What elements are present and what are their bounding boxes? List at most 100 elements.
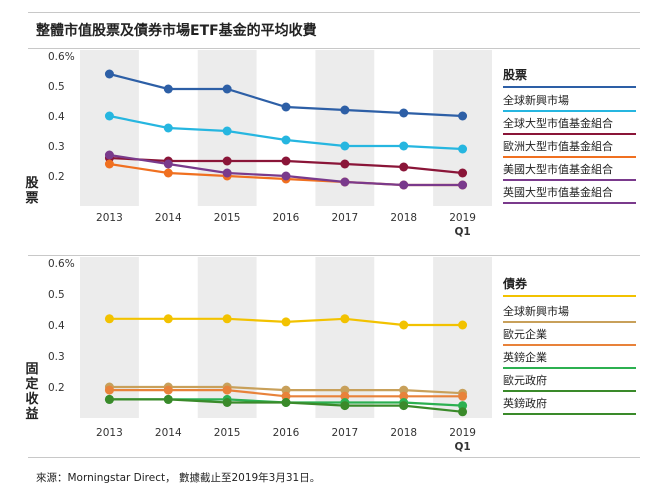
data-point bbox=[340, 391, 350, 401]
data-point bbox=[458, 391, 468, 401]
data-point bbox=[458, 111, 468, 121]
y-tick-label: 0.5 bbox=[48, 81, 65, 93]
data-point bbox=[222, 156, 232, 166]
data-point bbox=[222, 126, 232, 136]
data-point bbox=[104, 314, 114, 324]
data-point bbox=[458, 180, 468, 190]
data-point bbox=[340, 141, 350, 151]
data-point bbox=[222, 398, 232, 407]
x-tick-label: 2017 bbox=[331, 427, 358, 439]
data-point bbox=[281, 391, 291, 401]
data-point bbox=[222, 168, 232, 178]
data-point bbox=[340, 105, 350, 115]
legend-item: 美國大型市值基金組合 bbox=[503, 162, 613, 176]
x-tick-label: 2013 bbox=[96, 427, 123, 439]
y-tick-label: 0.4 bbox=[48, 320, 65, 332]
legend-item: 英鎊政府 bbox=[503, 396, 547, 410]
x-tick-label: 2016 bbox=[273, 427, 300, 439]
y-tick-label: 0.5 bbox=[48, 289, 65, 301]
legend-item: 英國大型市值基金組合 bbox=[503, 185, 613, 199]
data-point bbox=[399, 401, 409, 411]
data-point bbox=[163, 84, 173, 94]
y-tick-label: 0.6% bbox=[48, 258, 75, 270]
data-point bbox=[458, 144, 468, 154]
data-point bbox=[458, 401, 468, 411]
fixed-income-side-label: 固定收益 bbox=[25, 362, 39, 422]
data-point bbox=[281, 135, 291, 145]
data-point bbox=[104, 150, 114, 160]
legend-item: 全球大型市值基金組合 bbox=[503, 116, 613, 130]
chart-2: 0.6% 0.5 0.4 0.3 0.2 2013 2014 2015 2016 2017 2018… bbox=[48, 257, 636, 453]
x-tick-label: 2015 bbox=[214, 212, 241, 224]
data-point bbox=[104, 159, 114, 169]
y-tick-label: 0.3 bbox=[48, 141, 65, 153]
data-point bbox=[399, 141, 409, 151]
data-point bbox=[340, 177, 350, 187]
y-tick-label: 0.2 bbox=[48, 382, 65, 394]
legend-item: 全球新興市場 bbox=[503, 304, 569, 318]
x-tick-label: 2019 bbox=[449, 212, 476, 224]
data-point bbox=[458, 407, 468, 417]
equity-side-label: 股票 bbox=[25, 176, 39, 206]
data-point bbox=[163, 123, 173, 133]
x-tick-label: 2015 bbox=[214, 427, 241, 439]
y-tick-label: 0.2 bbox=[48, 171, 65, 183]
y-tick-label: 0.4 bbox=[48, 111, 65, 123]
data-point bbox=[222, 84, 232, 94]
x-tick-sublabel: Q1 bbox=[454, 441, 470, 453]
data-point bbox=[222, 314, 232, 324]
data-point bbox=[163, 385, 173, 395]
x-tick-label: 2017 bbox=[331, 212, 358, 224]
x-tick-label: 2018 bbox=[390, 212, 417, 224]
data-point bbox=[281, 385, 291, 395]
legend-item: 英鎊企業 bbox=[503, 350, 547, 364]
source-note: 來源：Morningstar Direct， 數據截止至2019年3月31日。 bbox=[36, 472, 321, 484]
data-point bbox=[399, 180, 409, 190]
middle-rule bbox=[28, 255, 640, 256]
legend-item: 全球新興市場 bbox=[503, 93, 569, 107]
data-point bbox=[340, 401, 350, 411]
legend-item: 歐元政府 bbox=[503, 373, 547, 387]
legend-title: 股票 bbox=[503, 67, 527, 82]
data-point bbox=[399, 320, 409, 330]
data-point bbox=[340, 385, 350, 395]
x-tick-label: 2013 bbox=[96, 212, 123, 224]
data-point bbox=[222, 385, 232, 395]
x-tick-label: 2014 bbox=[155, 212, 182, 224]
data-point bbox=[340, 159, 350, 169]
chart-1: 0.6% 0.5 0.4 0.3 0.2 2013 2014 2015 2016 2017 2018… bbox=[48, 50, 636, 238]
y-tick-label: 0.3 bbox=[48, 351, 65, 363]
x-tick-sublabel: Q1 bbox=[454, 226, 470, 238]
data-point bbox=[104, 394, 114, 404]
data-point bbox=[340, 314, 350, 324]
data-point bbox=[104, 385, 114, 395]
data-point bbox=[399, 162, 409, 172]
data-point bbox=[104, 111, 114, 121]
x-tick-label: 2019 bbox=[449, 427, 476, 439]
data-point bbox=[281, 102, 291, 112]
grid-band bbox=[433, 50, 492, 206]
data-point bbox=[458, 168, 468, 178]
legend-item: 歐洲大型市值基金組合 bbox=[503, 139, 613, 153]
x-tick-label: 2016 bbox=[273, 212, 300, 224]
data-point bbox=[163, 394, 173, 404]
data-point bbox=[399, 391, 409, 401]
y-tick-label: 0.6% bbox=[48, 51, 75, 63]
data-point bbox=[281, 398, 291, 407]
bottom-rule bbox=[28, 457, 640, 458]
legend-title: 債券 bbox=[502, 276, 528, 291]
data-point bbox=[458, 320, 468, 330]
data-point bbox=[281, 156, 291, 166]
data-point bbox=[399, 385, 409, 395]
top-rule bbox=[28, 12, 640, 13]
data-point bbox=[163, 159, 173, 169]
data-point bbox=[163, 314, 173, 324]
chart-title: 整體市值股票及債券市場ETF基金的平均收費 bbox=[36, 23, 317, 39]
data-point bbox=[281, 317, 291, 327]
x-tick-label: 2018 bbox=[390, 427, 417, 439]
data-point bbox=[281, 171, 291, 181]
data-point bbox=[399, 108, 409, 118]
data-point bbox=[163, 168, 173, 178]
title-rule bbox=[28, 48, 640, 49]
